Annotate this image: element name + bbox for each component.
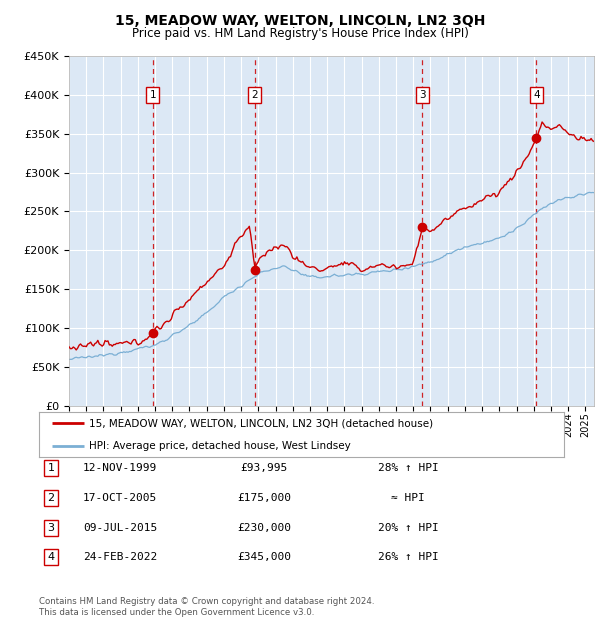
Text: HPI: Average price, detached house, West Lindsey: HPI: Average price, detached house, West… bbox=[89, 441, 350, 451]
Text: 09-JUL-2015: 09-JUL-2015 bbox=[83, 523, 157, 533]
Text: 26% ↑ HPI: 26% ↑ HPI bbox=[377, 552, 439, 562]
Text: 2: 2 bbox=[251, 90, 258, 100]
Text: 4: 4 bbox=[47, 552, 55, 562]
Text: £175,000: £175,000 bbox=[237, 493, 291, 503]
Text: 15, MEADOW WAY, WELTON, LINCOLN, LN2 3QH (detached house): 15, MEADOW WAY, WELTON, LINCOLN, LN2 3QH… bbox=[89, 418, 433, 428]
Text: Contains HM Land Registry data © Crown copyright and database right 2024.
This d: Contains HM Land Registry data © Crown c… bbox=[39, 598, 374, 617]
Text: £345,000: £345,000 bbox=[237, 552, 291, 562]
Text: 28% ↑ HPI: 28% ↑ HPI bbox=[377, 463, 439, 473]
Text: 3: 3 bbox=[47, 523, 55, 533]
Text: 15, MEADOW WAY, WELTON, LINCOLN, LN2 3QH: 15, MEADOW WAY, WELTON, LINCOLN, LN2 3QH bbox=[115, 14, 485, 28]
Text: Price paid vs. HM Land Registry's House Price Index (HPI): Price paid vs. HM Land Registry's House … bbox=[131, 27, 469, 40]
Text: £93,995: £93,995 bbox=[241, 463, 287, 473]
Text: 2: 2 bbox=[47, 493, 55, 503]
Text: ≈ HPI: ≈ HPI bbox=[391, 493, 425, 503]
Text: 4: 4 bbox=[533, 90, 539, 100]
Text: 1: 1 bbox=[47, 463, 55, 473]
Text: 17-OCT-2005: 17-OCT-2005 bbox=[83, 493, 157, 503]
Text: 12-NOV-1999: 12-NOV-1999 bbox=[83, 463, 157, 473]
Text: £230,000: £230,000 bbox=[237, 523, 291, 533]
Text: 20% ↑ HPI: 20% ↑ HPI bbox=[377, 523, 439, 533]
Text: 3: 3 bbox=[419, 90, 425, 100]
Text: 24-FEB-2022: 24-FEB-2022 bbox=[83, 552, 157, 562]
Text: 1: 1 bbox=[149, 90, 156, 100]
